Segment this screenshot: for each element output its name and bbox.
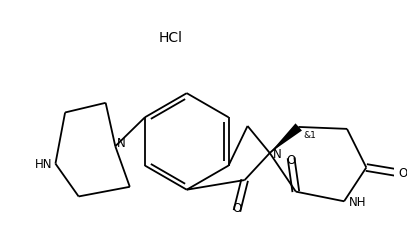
Text: N: N bbox=[273, 147, 281, 160]
Text: &1: &1 bbox=[304, 130, 316, 139]
Text: O: O bbox=[232, 201, 242, 214]
Text: O: O bbox=[398, 166, 407, 179]
Text: NH: NH bbox=[349, 195, 366, 208]
Text: HN: HN bbox=[35, 158, 53, 170]
Polygon shape bbox=[270, 124, 302, 153]
Text: N: N bbox=[117, 137, 126, 149]
Text: O: O bbox=[287, 153, 295, 166]
Text: HCl: HCl bbox=[158, 31, 182, 45]
